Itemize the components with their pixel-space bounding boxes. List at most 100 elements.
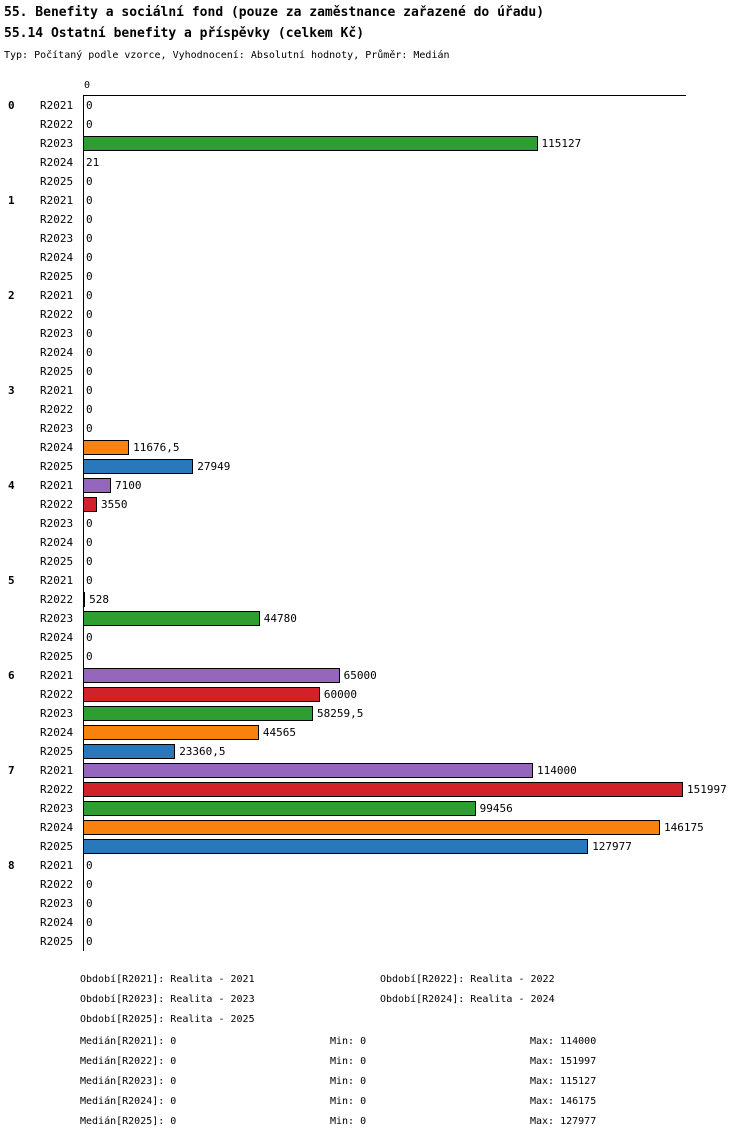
series-label: R2023 [40,612,74,625]
series-label: R2024 [40,916,74,929]
bar-track: 114000 [83,761,750,780]
bar-row: R2022 3550 [0,495,750,514]
stat-median: Medián[R2025]: 0 [80,1116,177,1127]
bar-row: R2025 27949 [0,457,750,476]
group-label [0,913,40,932]
bar-track: 0 [83,419,750,438]
bar-row: 2 R2021 0 [0,286,750,305]
bar-row: R2023 0 [0,324,750,343]
series-label: R2023 [40,137,74,150]
group-label [0,723,40,742]
series-label: R2024 [40,346,74,359]
series-label: R2021 [40,289,74,302]
bar-value-label: 0 [86,270,93,283]
bar-track: 0 [83,647,750,666]
bar-value-label: 65000 [343,669,377,682]
bar-track: 0 [83,267,750,286]
series-label: R2021 [40,859,74,872]
stat-row: Medián[R2024]: 0 Min: 0 Max: 146175 [80,1092,745,1112]
bar-value-label: 528 [89,593,109,606]
stat-max: Max: 115127 [530,1076,597,1087]
group-label [0,837,40,856]
bar-track: 0 [83,381,750,400]
bar-row: R2024 0 [0,248,750,267]
bar-value-label: 0 [86,422,93,435]
stat-row: Medián[R2023]: 0 Min: 0 Max: 115127 [80,1072,745,1092]
series-label: R2022 [40,878,74,891]
bar-row: 7 R2021 114000 [0,761,750,780]
bar-value-label: 0 [86,308,93,321]
series-label: R2022 [40,498,74,511]
bar-row: 4 R2021 7100 [0,476,750,495]
series-label: R2025 [40,935,74,948]
group-label: 5 [8,574,15,587]
group-label: 0 [8,99,15,112]
group-label [0,343,40,362]
bar-value-label: 127977 [592,840,632,853]
bar-row: R2025 0 [0,267,750,286]
bar-plot: 0 R2021 0 R2022 0 R2023 115127 R2024 21 R2025 0 1 R2… [0,96,750,951]
bar-track: 3550 [83,495,750,514]
group-label [0,400,40,419]
series-label: R2021 [40,669,74,682]
group-label [0,780,40,799]
bar-row: R2022 0 [0,875,750,894]
bar-value-label: 0 [86,365,93,378]
group-label [0,495,40,514]
bar-track: 0 [83,324,750,343]
stat-max: Max: 127977 [530,1116,597,1127]
bar-value-label: 3550 [101,498,128,511]
bar-value-label: 0 [86,650,93,663]
bar-value-label: 0 [86,289,93,302]
bar-row: R2024 11676,5 [0,438,750,457]
bar [83,839,589,854]
bar-track: 0 [83,913,750,932]
series-label: R2024 [40,251,74,264]
bar-value-label: 0 [86,403,93,416]
bar-value-label: 0 [86,859,93,872]
group-label [0,514,40,533]
bar-row: R2023 0 [0,514,750,533]
bar-row: 1 R2021 0 [0,191,750,210]
group-label [0,685,40,704]
bar-row: R2024 0 [0,913,750,932]
series-label: R2025 [40,175,74,188]
bar-value-label: 115127 [541,137,582,150]
bar-value-label: 44565 [262,726,297,739]
bar-track: 0 [83,571,750,590]
bar [83,687,320,702]
bar-value-label: 146175 [664,821,704,834]
bar [83,744,176,759]
chart-title: 55. Benefity a sociální fond (pouze za z… [4,5,545,20]
bar-track: 0 [83,362,750,381]
bar-track: 127977 [83,837,750,856]
bar-track: 0 [83,533,750,552]
bar-track: 0 [83,210,750,229]
bar-track: 60000 [83,685,750,704]
series-label: R2022 [40,308,74,321]
group-label [0,419,40,438]
bar-row: 3 R2021 0 [0,381,750,400]
bar-row: R2022 528 [0,590,750,609]
bar [83,668,340,683]
bar-track: 99456 [83,799,750,818]
series-label: R2023 [40,327,74,340]
bar-row: R2025 0 [0,172,750,191]
bar [83,592,86,607]
series-label: R2025 [40,365,74,378]
group-label [0,115,40,134]
bar-value-label: 0 [86,555,93,568]
bar-value-label: 0 [86,194,93,207]
group-label [0,248,40,267]
series-label: R2024 [40,726,74,739]
chart-subtitle: 55.14 Ostatní benefity a příspěvky (celk… [4,26,365,41]
bar-row: R2024 44565 [0,723,750,742]
legend-entry: Období[R2024]: Realita - 2024 [380,994,555,1005]
group-label [0,590,40,609]
bar-value-label: 21 [86,156,100,169]
bar [83,611,260,626]
bar [83,706,313,721]
bar-row: R2025 0 [0,932,750,951]
group-label [0,609,40,628]
